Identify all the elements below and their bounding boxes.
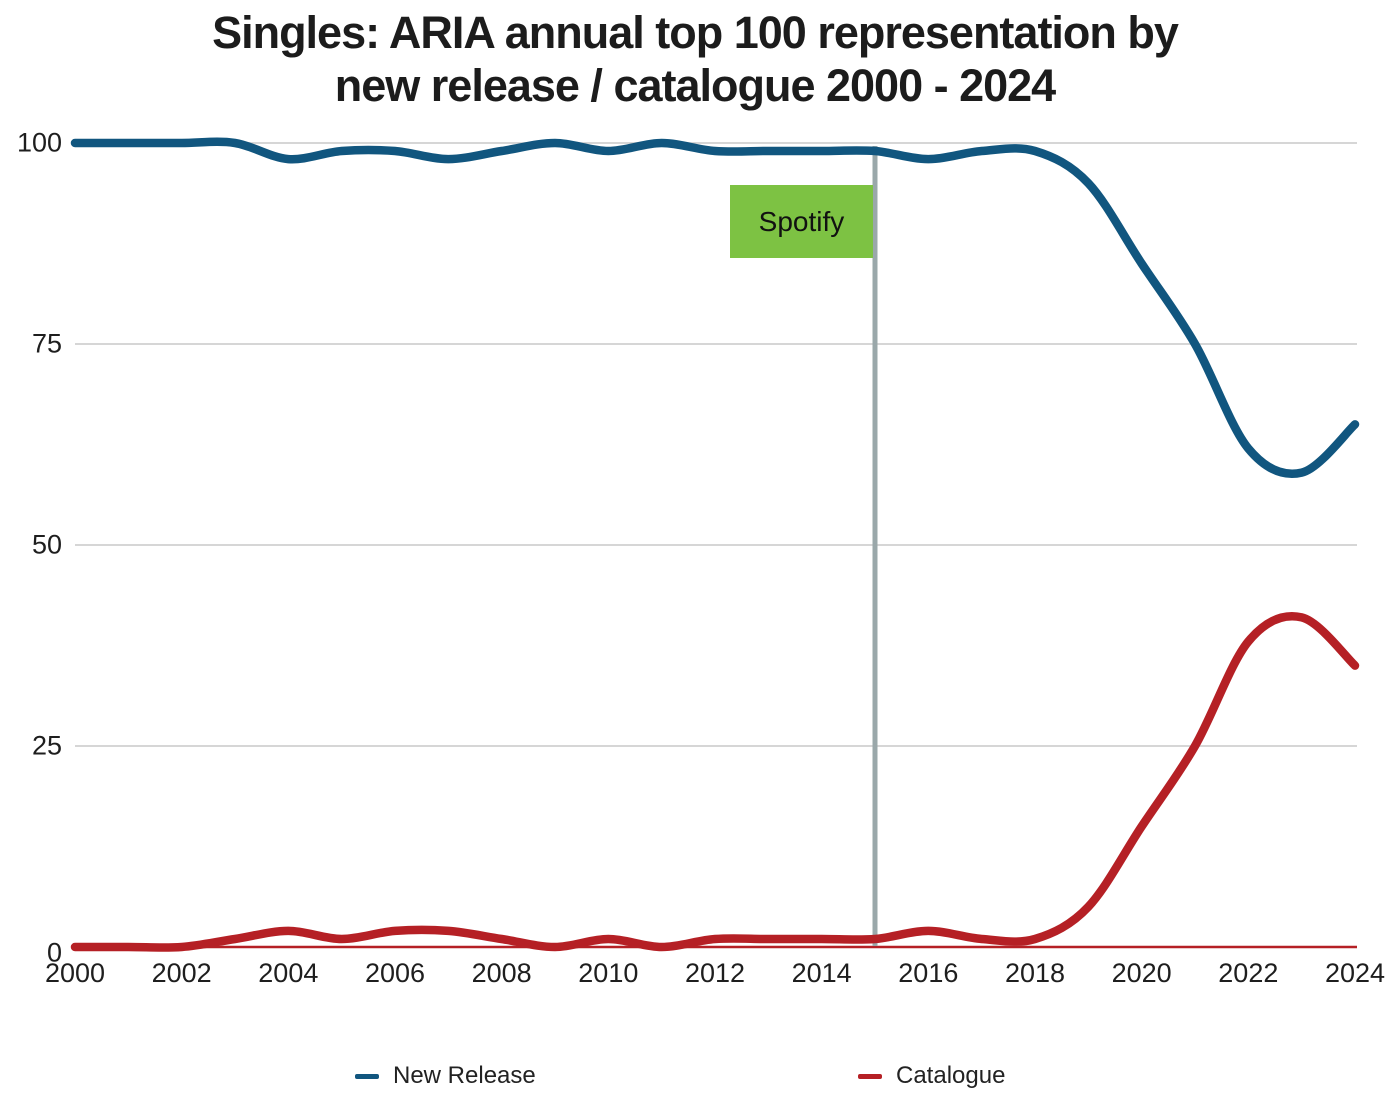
chart-title: Singles: ARIA annual top 100 representat…: [0, 6, 1390, 112]
legend-item-new-release: New Release: [355, 1062, 536, 1090]
y-tick-label-25: 25: [31, 730, 62, 761]
y-tick-label-75: 75: [31, 328, 62, 359]
x-tick-label-2002: 2002: [151, 958, 212, 988]
x-tick-label-2016: 2016: [898, 958, 959, 988]
x-tick-label-2006: 2006: [364, 958, 426, 988]
x-tick-label-2008: 2008: [471, 958, 532, 988]
x-tick-label-2012: 2012: [684, 958, 746, 988]
chart-title-line2: new release / catalogue 2000 - 2024: [334, 60, 1056, 112]
x-tick-label-2020: 2020: [1111, 958, 1172, 988]
x-tick-label-2010: 2010: [578, 958, 639, 988]
legend-label-new-release: New Release: [393, 1062, 536, 1089]
legend-label-catalogue: Catalogue: [896, 1062, 1006, 1089]
legend-item-catalogue: Catalogue: [858, 1062, 1005, 1090]
catalogue-swatch: [858, 1073, 882, 1079]
y-tick-label-0: 0: [46, 937, 62, 968]
x-tick-label-2000: 2000: [44, 958, 106, 988]
chart-legend: New Release Catalogue: [0, 1062, 1390, 1092]
new-release-line: [70, 137, 1360, 478]
y-tick-label-50: 50: [31, 529, 62, 560]
chart-title-line1: Singles: ARIA annual top 100 representat…: [212, 7, 1179, 58]
y-tick-label-100: 100: [16, 127, 62, 158]
x-tick-label-2018: 2018: [1004, 958, 1066, 988]
x-tick-label-2022: 2022: [1218, 958, 1279, 988]
x-tick-label-2014: 2014: [791, 958, 852, 988]
x-tick-label-2004: 2004: [258, 958, 319, 988]
spotify-annotation-label: Spotify: [758, 205, 845, 237]
spotify-annotation-box: Spotify: [729, 185, 873, 258]
x-tick-label-2024: 2024: [1324, 958, 1386, 988]
catalogue-line: [70, 612, 1360, 952]
new-release-swatch: [355, 1073, 379, 1079]
